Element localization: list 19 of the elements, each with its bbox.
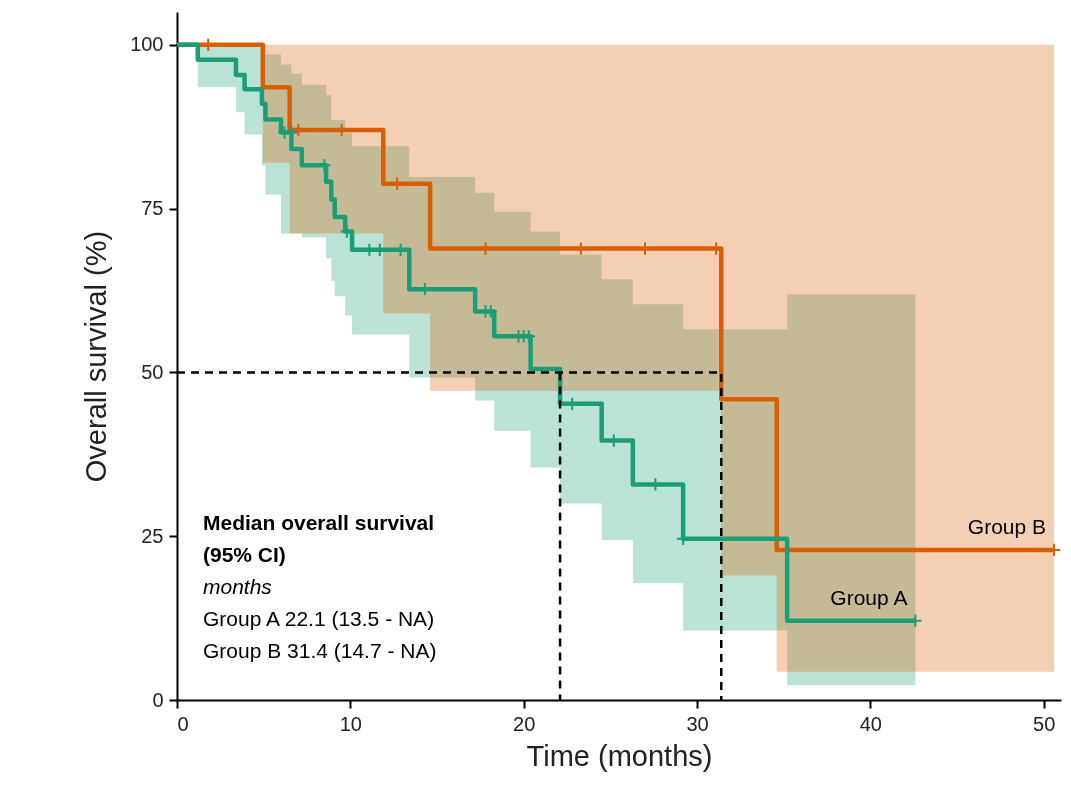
series-label: Group B: [967, 514, 1047, 538]
annotation: Group B 31.4 (14.7 - NA): [203, 639, 437, 662]
annotation: months: [203, 575, 273, 598]
annotation: Group A 22.1 (13.5 - NA): [203, 607, 435, 630]
y-axis-title: Overall survival (%): [80, 230, 113, 483]
x-tick-label: 10: [339, 712, 362, 735]
y-tick-label: 100: [130, 33, 164, 56]
x-axis-title: Time (months): [526, 739, 713, 772]
y-tick-label: 50: [141, 360, 164, 383]
series-label: Group A: [830, 585, 908, 609]
x-tick-label: 50: [1033, 712, 1056, 735]
y-tick-label: 75: [141, 197, 164, 220]
annotation: Median overall survival (95% CI): [203, 511, 435, 566]
x-tick-label: 0: [177, 712, 189, 735]
x-tick-label: 40: [859, 712, 882, 735]
y-tick-label: 25: [141, 524, 164, 547]
x-tick-label: 30: [686, 712, 709, 735]
y-tick-label: 0: [152, 688, 164, 711]
x-tick-label: 20: [513, 712, 536, 735]
